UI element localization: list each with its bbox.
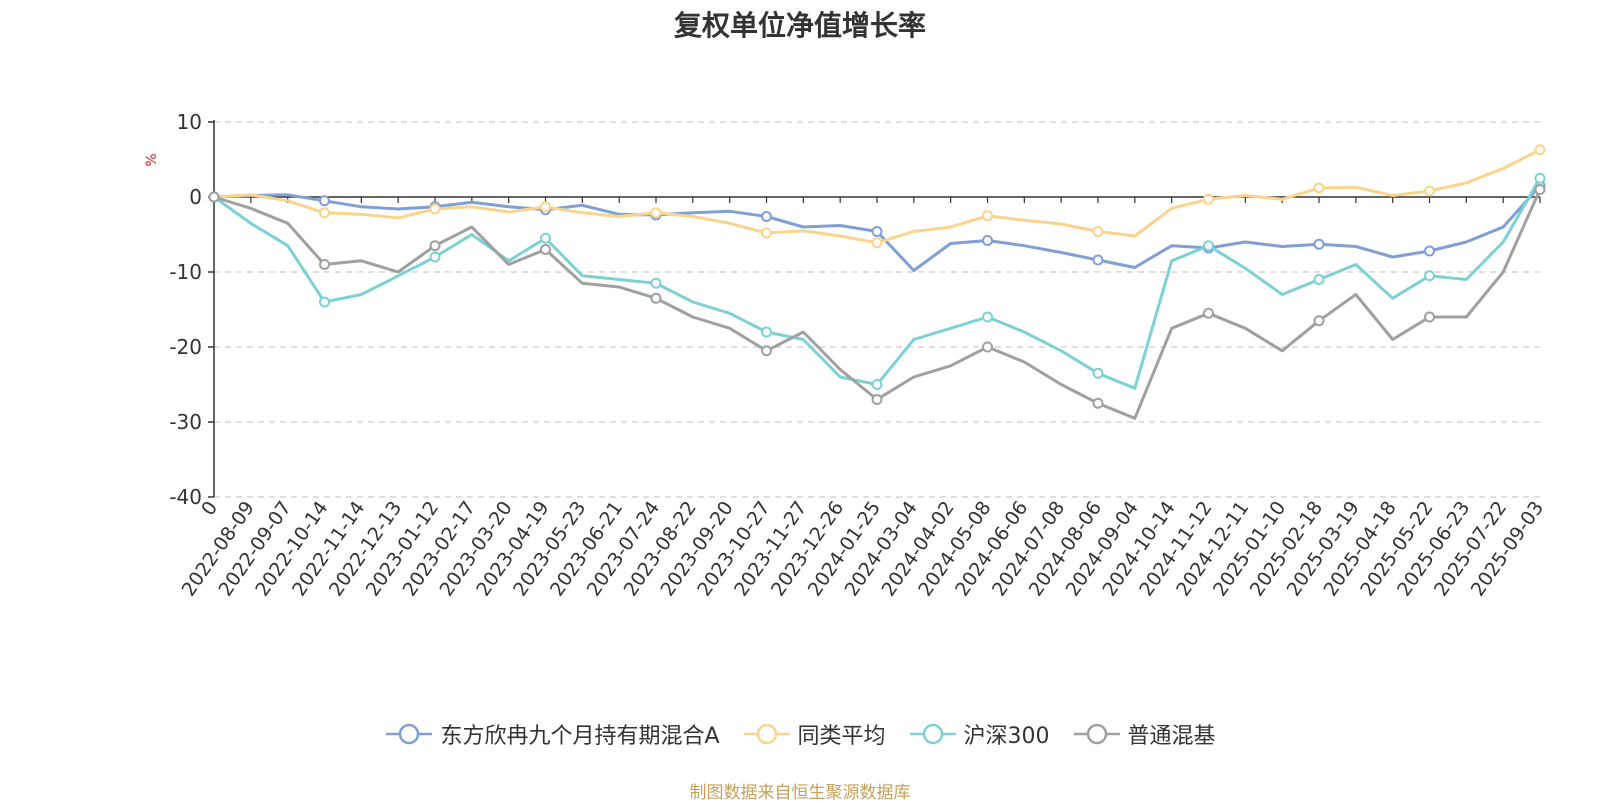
- legend-line-circle-icon: [386, 723, 433, 745]
- legend-label: 沪深300: [963, 724, 1050, 749]
- data-point: [540, 232, 551, 244]
- data-point: [982, 311, 993, 323]
- data-point: [1534, 184, 1546, 195]
- data-point: [650, 207, 662, 219]
- legend: 东方欣冉九个月持有期混合A 同类平均 沪深300 普通混基: [0, 718, 1600, 750]
- data-point: [1534, 144, 1546, 156]
- series-group: [208, 184, 1546, 420]
- series-lines: [208, 144, 1546, 420]
- legend-line-circle-icon: [1073, 723, 1120, 745]
- data-point: [761, 326, 772, 338]
- data-point: [1092, 254, 1104, 266]
- y-tick-label: 10: [177, 110, 202, 134]
- data-point: [982, 235, 993, 246]
- data-point: [1203, 307, 1214, 319]
- data-point: [319, 296, 330, 308]
- legend-label: 同类平均: [797, 724, 886, 749]
- series-line: [213, 177, 1542, 390]
- data-point: [1424, 245, 1435, 257]
- axes: 100-10-20-30-4002022-08-092022-09-072022…: [169, 110, 1548, 600]
- data-point: [1203, 240, 1214, 252]
- data-point: [761, 211, 772, 222]
- data-point: [761, 227, 772, 239]
- data-point: [1092, 397, 1104, 409]
- data-point: [1092, 226, 1104, 237]
- series-group: [208, 172, 1546, 390]
- x-tick-label: 0: [197, 497, 222, 520]
- y-tick-label: -40: [169, 485, 202, 509]
- legend-line-circle-icon: [909, 723, 956, 745]
- data-point: [1313, 315, 1325, 327]
- data-point: [429, 203, 441, 215]
- legend-label: 东方欣冉九个月持有期混合A: [440, 724, 720, 749]
- data-point: [650, 277, 662, 289]
- data-point: [319, 259, 330, 270]
- series-group: [208, 144, 1546, 249]
- data-point: [1313, 182, 1325, 194]
- grid-lines: [214, 121, 1540, 498]
- legend-item[interactable]: 东方欣冉九个月持有期混合A: [384, 718, 720, 750]
- data-point: [1203, 193, 1214, 205]
- data-point: [540, 201, 551, 213]
- data-point: [982, 341, 993, 353]
- y-axis-label: %: [144, 153, 160, 166]
- data-point: [429, 240, 441, 252]
- data-point: [1424, 270, 1435, 282]
- source-note: 制图数据来自恒生聚源数据库: [689, 783, 911, 803]
- data-point: [871, 226, 883, 237]
- legend-item[interactable]: 同类平均: [742, 718, 886, 750]
- data-point: [1092, 367, 1104, 379]
- data-point: [1534, 172, 1546, 184]
- data-point: [871, 379, 883, 390]
- data-point: [429, 251, 441, 263]
- chart-title: 复权单位净值增长率: [673, 9, 926, 42]
- y-tick-label: -10: [169, 260, 202, 284]
- data-point: [871, 394, 883, 405]
- data-point: [208, 191, 220, 203]
- legend-item[interactable]: 沪深300: [908, 718, 1050, 750]
- y-tick-label: 0: [189, 185, 202, 209]
- y-tick-label: -20: [169, 335, 202, 359]
- data-point: [319, 195, 330, 207]
- data-point: [1313, 274, 1325, 285]
- data-point: [1424, 311, 1435, 323]
- data-point: [982, 210, 993, 222]
- series-group: [208, 180, 1546, 272]
- legend-label: 普通混基: [1127, 724, 1216, 749]
- legend-line-circle-icon: [743, 723, 790, 745]
- data-point: [319, 207, 330, 219]
- data-point: [1424, 185, 1435, 197]
- y-tick-label: -30: [169, 410, 202, 434]
- data-point: [1313, 238, 1325, 250]
- data-point: [761, 345, 772, 357]
- legend-item[interactable]: 普通混基: [1072, 718, 1216, 750]
- data-point: [650, 292, 662, 304]
- data-point: [540, 244, 551, 255]
- data-point: [871, 237, 883, 249]
